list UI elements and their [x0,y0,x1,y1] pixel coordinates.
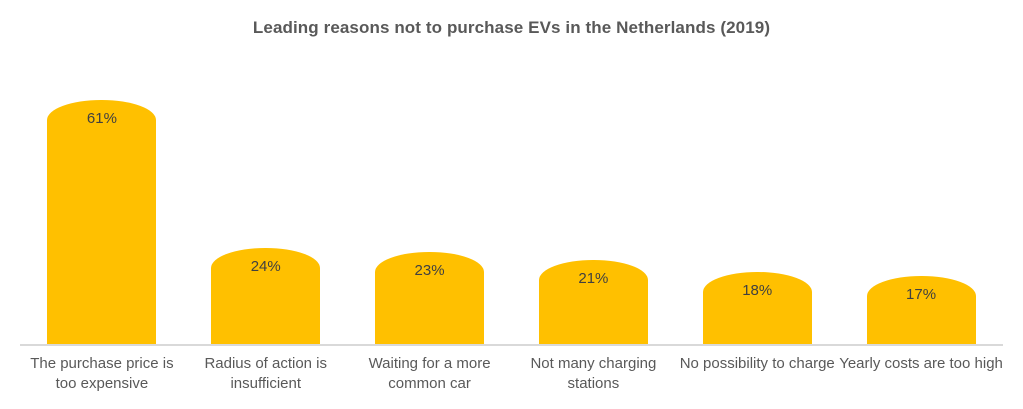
bar-column: 61% [20,60,184,344]
bar-value-label: 23% [414,262,445,279]
bar-value-label: 61% [86,110,117,127]
category-labels-row: The purchase price is too expensive Radi… [20,354,1003,394]
chart-title: Leading reasons not to purchase EVs in t… [252,18,771,37]
bar-value-label: 18% [742,282,773,299]
category-label: Yearly costs are too high [839,355,1003,372]
category-label: Radius of action is insufficient [204,355,328,392]
category-label: Not many charging stations [530,355,657,392]
bar-column: 17% [839,60,1003,344]
bar-column: 21% [511,60,675,344]
bar: 21% [538,260,648,344]
bar-column: 24% [184,60,348,344]
category-label: Waiting for a more common car [368,355,491,392]
bar-value-label: 24% [250,258,281,275]
plot-area: 61% 24% 23% 21% 18% 17% The purchase pri… [20,60,1003,392]
bar-column: 18% [675,60,839,344]
bar: 24% [211,248,321,344]
category-label: The purchase price is too expensive [30,355,174,392]
category-label: No possibility to charge [679,355,835,372]
bar: 18% [702,272,812,344]
bar: 61% [47,100,157,344]
bars-container: 61% 24% 23% 21% 18% 17% [20,60,1003,344]
bar: 17% [866,276,976,344]
bar-value-label: 21% [578,270,609,287]
bar-value-label: 17% [906,286,937,303]
x-axis-line [20,344,1003,346]
bar: 23% [375,252,485,344]
bar-column: 23% [348,60,512,344]
